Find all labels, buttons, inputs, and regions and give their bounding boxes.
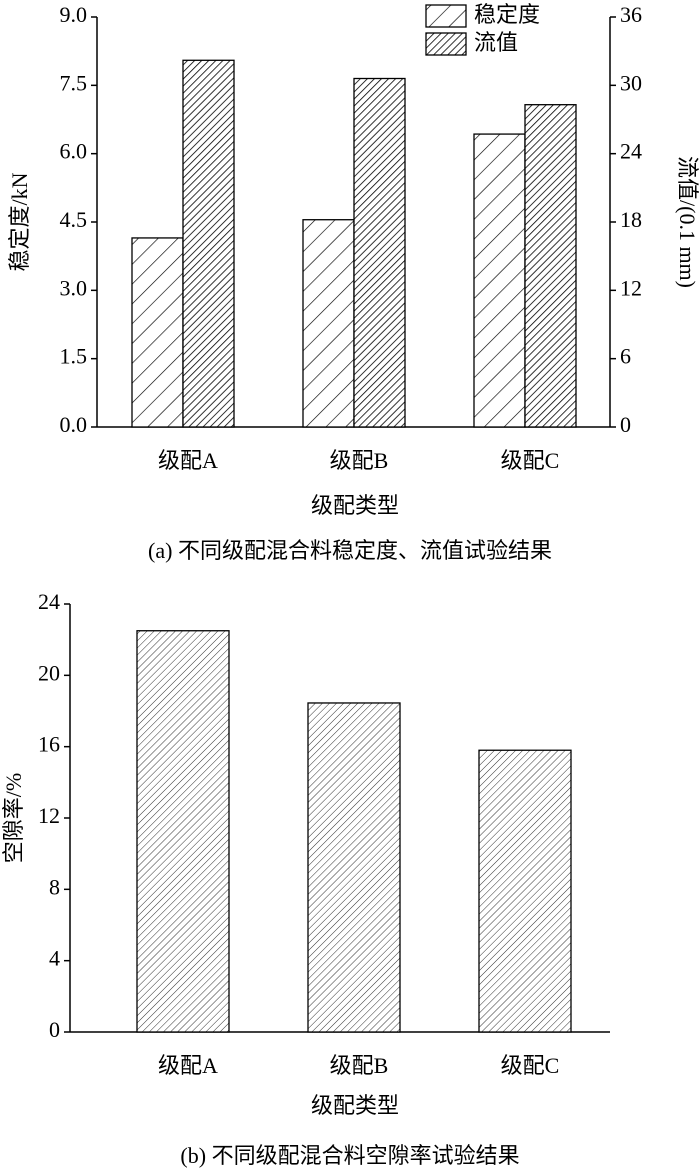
y-axis-label: 稳定度/kN: [7, 172, 32, 271]
bar: [131, 237, 184, 428]
bar: [182, 59, 235, 428]
x-axis-label: 级配类型: [311, 493, 399, 518]
y2-tick-label: 12: [620, 275, 642, 300]
x-tick-label: 级配C: [501, 1053, 560, 1078]
legend-label: 稳定度: [474, 2, 540, 27]
bar: [473, 133, 526, 428]
bar: [478, 749, 572, 1033]
x-tick-label: 级配B: [330, 1053, 389, 1078]
y2-tick-label: 6: [620, 344, 631, 369]
caption: (a) 不同级配混合料稳定度、流值试验结果: [148, 538, 552, 563]
y2-tick-label: 0: [620, 412, 631, 437]
x-axis-label: 级配类型: [311, 1093, 399, 1118]
bar: [353, 77, 406, 428]
x-tick-label: 级配C: [501, 448, 560, 473]
y-tick-label: 1.5: [60, 344, 88, 369]
bar: [302, 219, 355, 428]
legend-label: 流值: [474, 30, 518, 55]
y2-axis-label: 流值/(0.1 mm): [675, 156, 700, 288]
x-tick-label: 级配A: [158, 448, 218, 473]
y-tick-label: 12: [38, 803, 60, 828]
y2-tick-label: 24: [620, 139, 642, 164]
legend-swatch: [425, 4, 467, 28]
x-tick-label: 级配B: [330, 448, 389, 473]
legend-swatch: [425, 32, 467, 56]
y-tick-label: 20: [38, 660, 60, 685]
y-tick-label: 4.5: [60, 207, 88, 232]
y-tick-label: 3.0: [60, 275, 88, 300]
y2-tick-label: 30: [620, 70, 642, 95]
y-tick-label: 0.0: [60, 412, 88, 437]
bar: [524, 104, 577, 428]
y-axis-label: 空隙率/%: [1, 773, 26, 863]
caption: (b) 不同级配混合料空隙率试验结果: [180, 1143, 519, 1168]
y2-tick-label: 36: [620, 2, 642, 27]
bar: [136, 630, 230, 1033]
bar: [307, 702, 401, 1033]
y-tick-label: 0: [49, 1017, 60, 1042]
y-tick-label: 4: [49, 946, 60, 971]
y-tick-label: 8: [49, 874, 60, 899]
y-tick-label: 9.0: [60, 2, 88, 27]
y-tick-label: 16: [38, 732, 60, 757]
y2-tick-label: 18: [620, 207, 642, 232]
y-tick-label: 6.0: [60, 139, 88, 164]
y-tick-label: 24: [38, 589, 60, 614]
y-tick-label: 7.5: [60, 70, 88, 95]
x-tick-label: 级配A: [158, 1053, 218, 1078]
